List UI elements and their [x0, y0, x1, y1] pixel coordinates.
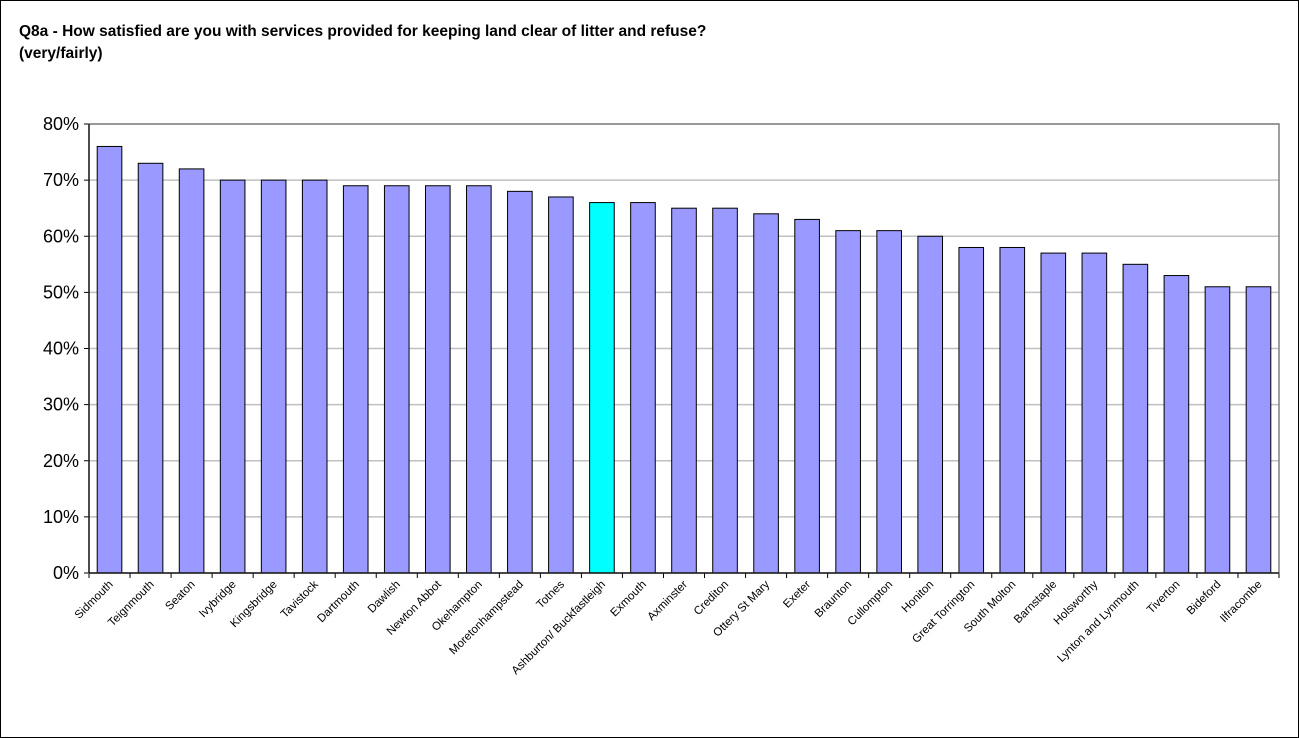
- bar: [1245, 286, 1272, 574]
- y-tick-label: 20%: [43, 451, 79, 471]
- x-tick-label: Axminster: [645, 579, 690, 624]
- x-tick-label: Honiton: [900, 579, 937, 616]
- chart-title: Q8a - How satisfied are you with service…: [19, 21, 1219, 65]
- bar: [671, 207, 697, 574]
- x-tick-label: Seaton: [163, 579, 197, 613]
- bar: [876, 230, 902, 574]
- bar: [96, 145, 123, 574]
- x-tick-label: Lynton and Lynmouth: [1055, 579, 1141, 665]
- chart-title-line-2: (very/fairly): [19, 45, 103, 62]
- bars: [96, 145, 1272, 574]
- x-tick-label: Bideford: [1185, 579, 1224, 618]
- x-tick-label: Moretonhampstead: [447, 579, 526, 658]
- y-tick-label: 80%: [43, 114, 79, 134]
- y-tick-label: 10%: [43, 507, 79, 527]
- x-tick-label: Dartmouth: [315, 579, 361, 625]
- y-tick-label: 40%: [43, 339, 79, 359]
- bar: [342, 185, 369, 574]
- bar: [507, 190, 533, 574]
- x-tick-label: Exmouth: [609, 579, 650, 620]
- bar: [753, 213, 779, 574]
- x-tick-label: Sidmouth: [73, 579, 116, 622]
- bar: [219, 179, 246, 574]
- x-tick-label: Ilfracombe: [1218, 579, 1264, 625]
- bar: [1040, 252, 1067, 574]
- y-tick-label: 60%: [43, 226, 79, 246]
- axes: [84, 123, 1280, 578]
- y-tick-label: 70%: [43, 170, 79, 190]
- bar: [137, 162, 164, 574]
- bar: [589, 202, 615, 574]
- x-tick-label: Crediton: [692, 579, 731, 618]
- x-tick-label: Braunton: [813, 579, 854, 620]
- bar: [835, 230, 861, 574]
- x-tick-label: Exeter: [781, 579, 813, 611]
- bar: [917, 235, 944, 574]
- bar: [712, 207, 738, 574]
- x-tick-label: Tavistock: [279, 578, 321, 620]
- x-tick-label: Tiverton: [1145, 579, 1183, 617]
- bar: [260, 179, 287, 574]
- bar: [548, 196, 574, 574]
- x-tick-label: Totnes: [535, 578, 568, 611]
- bar: [630, 202, 656, 574]
- x-tick-label: Dawlish: [366, 579, 403, 616]
- y-tick-label: 30%: [43, 395, 79, 415]
- bar: [958, 246, 985, 574]
- bar: [383, 185, 410, 574]
- x-tick-label: Ivybridge: [197, 579, 238, 620]
- bar: [794, 218, 820, 574]
- bar: [1122, 263, 1149, 574]
- y-tick-label: 0%: [53, 563, 79, 583]
- bar: [1081, 252, 1108, 574]
- bar: [999, 246, 1026, 574]
- bar: [424, 185, 451, 574]
- bar: [466, 185, 492, 574]
- bar: [178, 168, 205, 574]
- bar: [301, 179, 328, 574]
- y-axis-ticks: 0% 10% 20% 30% 40% 50% 60% 70% 80%: [43, 114, 79, 583]
- chart-title-line-1: Q8a - How satisfied are you with service…: [19, 23, 707, 40]
- bar: [1204, 286, 1231, 574]
- y-tick-label: 50%: [43, 282, 79, 302]
- bar: [1163, 275, 1190, 574]
